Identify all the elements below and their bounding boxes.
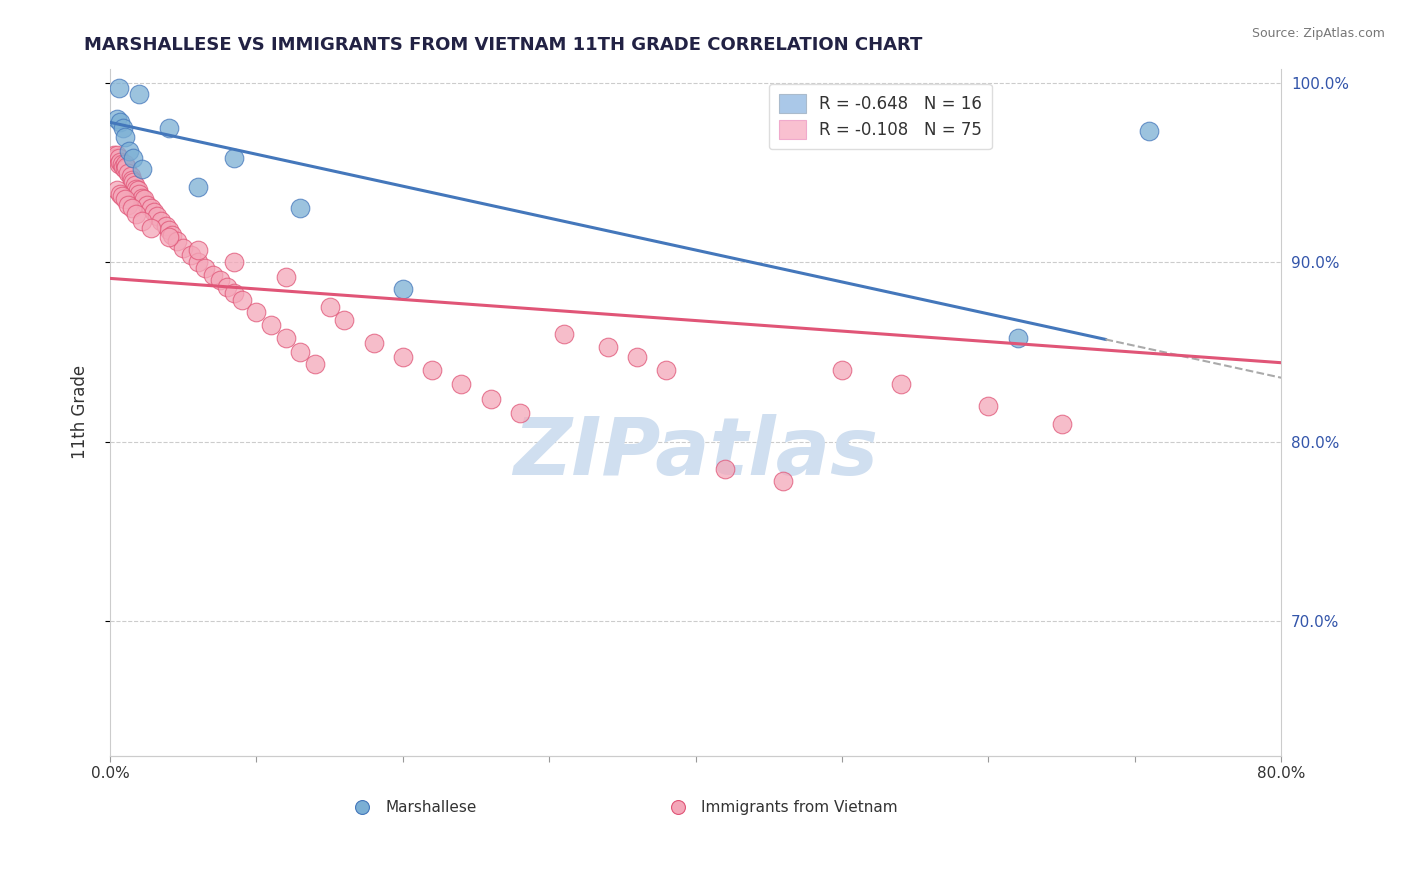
Point: [117, 165, 139, 179]
Point: [363, 335, 385, 350]
Point: [187, 180, 209, 194]
Point: [114, 129, 136, 144]
Point: [122, 175, 145, 189]
Point: [479, 392, 502, 406]
Point: [114, 161, 136, 176]
Point: [231, 293, 253, 307]
Point: [889, 377, 911, 392]
Point: [121, 172, 143, 186]
Point: [139, 221, 162, 235]
Text: ZIPatlas: ZIPatlas: [513, 414, 879, 492]
Point: [392, 282, 415, 296]
Point: [111, 156, 134, 170]
Point: [333, 312, 356, 326]
Point: [553, 326, 575, 341]
Text: Marshallese: Marshallese: [385, 799, 477, 814]
Point: [714, 461, 737, 475]
Text: MARSHALLESE VS IMMIGRANTS FROM VIETNAM 11TH GRADE CORRELATION CHART: MARSHALLESE VS IMMIGRANTS FROM VIETNAM 1…: [84, 36, 922, 54]
Point: [135, 198, 157, 212]
Point: [166, 234, 188, 248]
Point: [115, 160, 138, 174]
Point: [160, 228, 183, 243]
Point: [509, 406, 531, 420]
Point: [114, 193, 136, 207]
Point: [143, 205, 166, 219]
Point: [187, 255, 209, 269]
Point: [260, 318, 283, 332]
Point: [157, 230, 180, 244]
Point: [318, 300, 340, 314]
Point: [157, 223, 180, 237]
Point: [392, 351, 415, 365]
Point: [224, 255, 246, 269]
Point: [124, 178, 146, 193]
Point: [194, 260, 217, 275]
Point: [127, 184, 149, 198]
Point: [110, 115, 132, 129]
Point: [139, 202, 162, 216]
Point: [105, 147, 128, 161]
Point: [304, 358, 326, 372]
Point: [187, 243, 209, 257]
Point: [125, 182, 148, 196]
Point: [112, 120, 135, 135]
Point: [122, 151, 145, 165]
Point: [121, 202, 143, 216]
Point: [150, 214, 173, 228]
Point: [120, 169, 142, 183]
Point: [290, 202, 312, 216]
Point: [224, 285, 246, 300]
Point: [125, 207, 148, 221]
Point: [131, 161, 153, 176]
Text: Immigrants from Vietnam: Immigrants from Vietnam: [702, 799, 898, 814]
Point: [110, 187, 132, 202]
Point: [157, 120, 180, 135]
Y-axis label: 11th Grade: 11th Grade: [72, 365, 89, 459]
Point: [831, 363, 853, 377]
Point: [117, 198, 139, 212]
Point: [118, 144, 141, 158]
Point: [977, 399, 1000, 413]
Text: Source: ZipAtlas.com: Source: ZipAtlas.com: [1251, 27, 1385, 40]
Point: [103, 147, 125, 161]
Point: [155, 219, 177, 234]
Point: [111, 189, 134, 203]
Point: [245, 305, 267, 319]
Point: [208, 273, 231, 287]
Point: [172, 241, 194, 255]
Legend: R = -0.648   N = 16, R = -0.108   N = 75: R = -0.648 N = 16, R = -0.108 N = 75: [769, 84, 991, 149]
Point: [105, 184, 128, 198]
Point: [110, 154, 132, 169]
Point: [105, 112, 128, 126]
Point: [132, 193, 155, 207]
Point: [274, 330, 297, 344]
Point: [180, 248, 202, 262]
Point: [450, 377, 472, 392]
Point: [1137, 124, 1160, 138]
Point: [128, 87, 150, 101]
Point: [201, 268, 224, 282]
Point: [131, 191, 153, 205]
Point: [108, 151, 131, 165]
Point: [772, 474, 794, 488]
Point: [274, 269, 297, 284]
Point: [114, 156, 136, 170]
Point: [108, 81, 131, 95]
Point: [290, 345, 312, 359]
Point: [1050, 417, 1073, 431]
Point: [146, 209, 169, 223]
Point: [131, 214, 153, 228]
Point: [224, 151, 246, 165]
Point: [217, 280, 239, 294]
Point: [128, 187, 150, 202]
Point: [626, 351, 648, 365]
Point: [104, 151, 127, 165]
Point: [1007, 330, 1029, 344]
Point: [596, 340, 619, 354]
Point: [420, 363, 443, 377]
Point: [108, 156, 131, 170]
Point: [112, 160, 135, 174]
Point: [655, 363, 678, 377]
